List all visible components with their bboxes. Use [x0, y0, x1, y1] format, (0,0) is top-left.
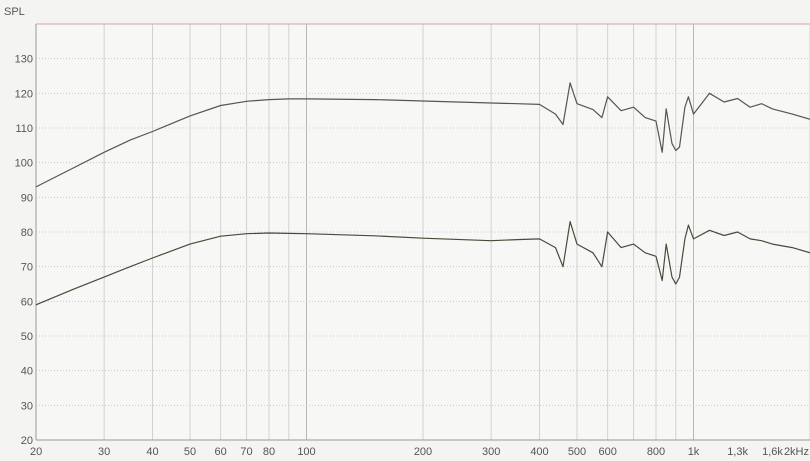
x-tick-label: 2kHz [784, 446, 809, 458]
y-tick-labels: 20 30 40 50 60 70 80 90 100 110 120 130 [15, 54, 33, 447]
x-tick-label: 200 [414, 446, 432, 458]
y-tick-label: 110 [15, 123, 33, 135]
series-line-2 [35, 221, 810, 306]
x-tick-label: 30 [98, 446, 110, 458]
x-tick-label: 1,3k [727, 446, 748, 458]
y-tick-label: 70 [21, 262, 33, 274]
x-tick-label: 800 [647, 446, 665, 458]
x-tick-label: 70 [240, 446, 252, 458]
y-tick-label: 130 [15, 54, 33, 66]
x-tick-label: 50 [184, 446, 196, 458]
grid [35, 24, 810, 440]
y-tick-label: 120 [15, 88, 33, 100]
y-tick-label: 80 [21, 227, 33, 239]
series-layer [35, 82, 810, 306]
y-tick-label: 90 [21, 192, 33, 204]
x-tick-label: 400 [530, 446, 548, 458]
y-tick-label: 30 [21, 400, 33, 412]
y-tick-label: 50 [21, 331, 33, 343]
x-tick-labels: 20 30 40 50 60 70 80 100 200 300 400 500 600 800 1k 1,3… [30, 446, 809, 458]
x-tick-label: 60 [215, 446, 227, 458]
x-tick-label: 300 [482, 446, 500, 458]
x-tick-label: 600 [598, 446, 616, 458]
y-axis-title: SPL [4, 6, 25, 18]
x-tick-label: 1k [688, 446, 700, 458]
x-tick-label: 40 [146, 446, 158, 458]
x-tick-label: 80 [263, 446, 275, 458]
y-tick-label: 20 [21, 435, 33, 447]
series-line-1 [35, 82, 810, 188]
x-tick-label: 100 [297, 446, 315, 458]
y-tick-label: 60 [21, 296, 33, 308]
x-tick-label: 1,6k [762, 446, 783, 458]
x-tick-label: 500 [568, 446, 586, 458]
y-tick-label: 100 [15, 158, 33, 170]
y-tick-label: 40 [21, 366, 33, 378]
x-tick-label: 20 [30, 446, 42, 458]
